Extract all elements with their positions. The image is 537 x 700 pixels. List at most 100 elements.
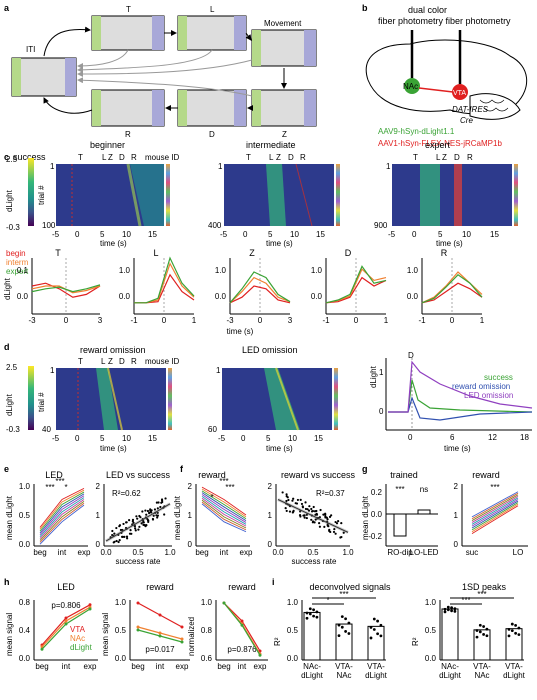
y-axis-label: R² [273, 637, 282, 646]
data-point [485, 627, 489, 631]
nac-region [404, 78, 420, 94]
mouse-line [201, 492, 247, 521]
scatter-point [134, 529, 137, 532]
svg-text:0: 0 [241, 434, 246, 443]
scatter-point [159, 505, 162, 509]
panel-g-label: g [362, 464, 368, 474]
p-value: p=0.017 [145, 645, 175, 654]
state-z-box: Z [251, 89, 317, 139]
x-tick-label: 0 [162, 316, 167, 325]
x-tick-label: beg [33, 548, 46, 557]
svg-text:R: R [300, 153, 306, 162]
plot-title: LED [57, 582, 75, 592]
x-tick-label: int [220, 548, 229, 557]
scatter-point [281, 491, 284, 494]
data-point [376, 632, 379, 636]
scatter-point [299, 510, 302, 513]
svg-text:dLight: dLight [369, 365, 378, 388]
y-tick-label: 2 [188, 482, 193, 491]
data-point [312, 608, 315, 612]
x-tick-label: beg [217, 662, 230, 671]
state-d-label: D [209, 130, 215, 139]
x-tick-label: 0 [354, 316, 359, 325]
scatter-point [126, 537, 129, 540]
x-tick-label: -3 [28, 316, 36, 325]
x-tick-label: exp [254, 662, 267, 671]
svg-text:LED omission: LED omission [242, 345, 298, 355]
data-point [344, 617, 347, 621]
y-tick-label: 0.0 [287, 654, 299, 663]
scatter-point [284, 507, 287, 510]
svg-text:10: 10 [122, 434, 131, 443]
plot-title: reward [472, 470, 500, 480]
y-axis-label: mean signal [101, 613, 110, 656]
scatter-point [146, 509, 150, 513]
bar [473, 629, 491, 661]
svg-text:D: D [288, 153, 294, 162]
series-point [64, 619, 68, 623]
svg-text:time (s): time (s) [100, 444, 127, 453]
x-tick-label: 1.0 [342, 548, 354, 557]
data-point [372, 617, 376, 621]
svg-text:900: 900 [374, 221, 388, 230]
series-point [158, 634, 162, 638]
y-tick-label: 1.0 [201, 598, 213, 607]
state-r-box: R [91, 89, 165, 139]
mouse-line [201, 490, 247, 520]
x-tick-label: exp [176, 662, 189, 671]
svg-text:15: 15 [490, 230, 499, 239]
mouse-line [39, 493, 85, 534]
plot-title: LED vs success [106, 470, 171, 480]
mouse-line [39, 491, 85, 532]
mouse-line [201, 496, 247, 525]
panel-i-label: i [272, 577, 275, 587]
y-tick-label: 2 [96, 482, 101, 491]
y-axis-label: mean dLight [5, 495, 14, 540]
d-ylabel: trial # [37, 392, 46, 412]
x-tick-label: VTA- [367, 662, 385, 671]
scatter-point [334, 532, 337, 535]
svg-text:Z: Z [108, 357, 113, 366]
scatter-point [144, 509, 147, 512]
heatmap-intermediate: intermediate 1 400 T L Z D R -5 0 5 10 1… [208, 140, 340, 248]
y-tick-label: 1 [268, 511, 273, 520]
svg-text:success: success [484, 373, 513, 382]
x-tick-label: 1.0 [164, 548, 176, 557]
scatter-point [115, 526, 118, 530]
svg-text:-5: -5 [220, 230, 228, 239]
plot-title: reward [146, 582, 174, 592]
svg-text:Z: Z [442, 153, 447, 162]
scatter-point [342, 531, 345, 534]
y-tick-label: -0.2 [368, 532, 382, 541]
svg-text:D: D [119, 357, 125, 366]
state-movement-label: Movement [264, 19, 302, 28]
scatter-point [334, 520, 337, 524]
y-tick-label: 0.0 [17, 292, 29, 301]
x-tick-label: dLight [503, 671, 526, 680]
svg-text:15: 15 [316, 230, 325, 239]
y-tick-label: 1 [454, 511, 459, 520]
y-tick-label: 0.0 [19, 654, 31, 663]
svg-text:18: 18 [520, 433, 529, 442]
x-tick-label: NAc- [303, 662, 321, 671]
significance-star: *** [219, 477, 228, 486]
svg-text:100: 100 [42, 221, 56, 230]
x-tick-label: beg [35, 662, 48, 671]
x-axis-label: success rate [292, 557, 337, 566]
mouse-line [39, 489, 85, 530]
heatmap-beginner: beginner 1 100 T L Z D R mouse ID -5 0 5… [42, 140, 179, 248]
series-point [40, 647, 44, 651]
x-tick-label: -1 [418, 316, 426, 325]
scatter-point [325, 516, 328, 519]
svg-text:dLight: dLight [5, 189, 14, 212]
x-tick-label: 0 [450, 316, 455, 325]
significance-star: * [64, 483, 67, 492]
trace-series-line [134, 256, 195, 304]
data-point [305, 616, 309, 620]
brain-schematic: dual color fiber photometry fiber photom… [365, 5, 528, 148]
svg-text:T: T [413, 153, 418, 162]
svg-text:time (s): time (s) [266, 239, 293, 248]
scatter-point [144, 525, 147, 528]
c-trace-legend: begin interm expert [6, 249, 29, 276]
